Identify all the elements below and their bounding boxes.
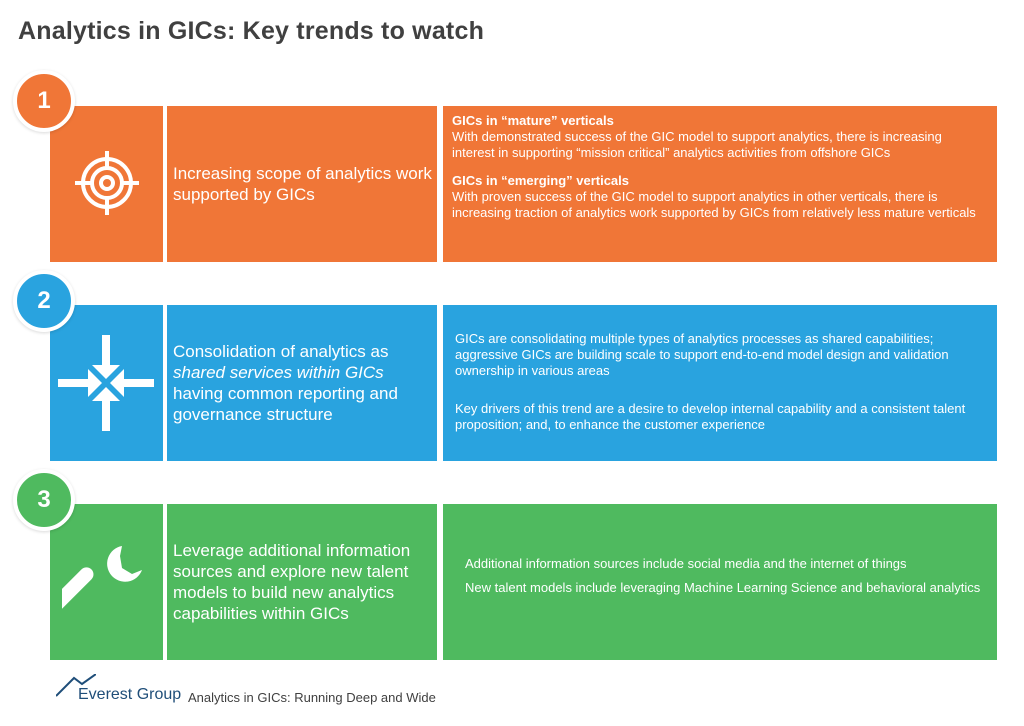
trend-1-label: Increasing scope of analytics work suppo… xyxy=(173,164,432,204)
trend-3-icon-cell xyxy=(50,504,163,660)
trend-1-description: GICs in “mature” verticals With demonstr… xyxy=(443,106,997,262)
target-icon xyxy=(75,151,139,215)
trend-1-text-2: With proven success of the GIC model to … xyxy=(452,189,976,220)
trend-3-description: Additional information sources include s… xyxy=(443,504,997,660)
trend-2-description: GICs are consolidating multiple types of… xyxy=(443,305,997,461)
trend-3-paragraph-2: New talent models include leveraging Mac… xyxy=(465,580,981,595)
trend-3-paragraph-1: Additional information sources include s… xyxy=(465,556,907,571)
trend-3-label: Leverage additional information sources … xyxy=(173,541,411,623)
trend-row-2: Consolidation of analytics as shared ser… xyxy=(50,305,997,461)
trend-2-label-part-2: having common reporting and governance s… xyxy=(173,384,398,424)
footer-brand: Everest Group xyxy=(78,686,182,703)
trend-2-icon-cell xyxy=(50,305,163,461)
converging-arrows-icon xyxy=(58,335,154,431)
trend-2-label-part-1: Consolidation of analytics as xyxy=(173,342,389,361)
trend-3-label-cell: Leverage additional information sources … xyxy=(167,504,437,660)
wrench-icon xyxy=(62,546,142,616)
trend-2-paragraph-1: GICs are consolidating multiple types of… xyxy=(455,331,949,378)
trend-2-label: Consolidation of analytics as shared ser… xyxy=(173,341,437,425)
trend-number-badge-2: 2 xyxy=(13,270,75,332)
trend-row-3: Leverage additional information sources … xyxy=(50,504,997,660)
trend-row-1: Increasing scope of analytics work suppo… xyxy=(50,106,997,262)
trend-1-text-1: With demonstrated success of the GIC mod… xyxy=(452,129,942,160)
trend-1-heading-1: GICs in “mature” verticals xyxy=(452,113,614,128)
trend-1-heading-2: GICs in “emerging” verticals xyxy=(452,173,630,188)
trend-number-badge-1: 1 xyxy=(13,70,75,132)
trend-2-label-italic: shared services within GICs xyxy=(173,363,384,382)
everest-logo-icon xyxy=(56,674,96,697)
footer-text: Analytics in GICs: Running Deep and Wide xyxy=(188,690,436,705)
trend-2-paragraph-2: Key drivers of this trend are a desire t… xyxy=(455,401,966,432)
trend-1-label-cell: Increasing scope of analytics work suppo… xyxy=(167,106,437,262)
trend-1-icon-cell xyxy=(50,106,163,262)
trend-number-badge-3: 3 xyxy=(13,469,75,531)
page-title: Analytics in GICs: Key trends to watch xyxy=(18,17,485,45)
trend-2-label-cell: Consolidation of analytics as shared ser… xyxy=(167,305,437,461)
